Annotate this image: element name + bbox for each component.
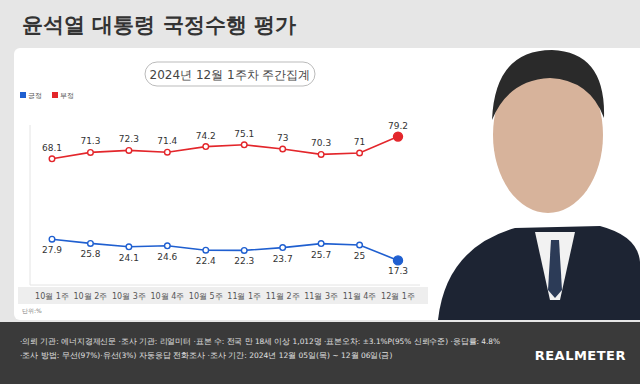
point <box>357 150 363 156</box>
series-line <box>52 239 398 260</box>
footer-note: ·의뢰 기관: 에너지경제신문 ·조사 기관: 리얼미터 ·표본 수: 전국 만… <box>20 337 500 346</box>
point <box>203 144 209 150</box>
x-tick-label: 11월 1주 <box>227 292 261 301</box>
data-label: 17.3 <box>388 266 408 276</box>
plot <box>49 132 402 265</box>
point <box>318 241 324 247</box>
x-tick-label: 10월 1주 <box>35 292 69 301</box>
data-label: 70.3 <box>311 138 331 148</box>
point <box>165 149 171 155</box>
data-labels: 27.9 25.8 24.1 24.6 22.4 22.3 23.7 25.7 25 17.3 68… <box>42 121 408 277</box>
x-tick-label: 11월 4주 <box>343 292 377 301</box>
point <box>88 150 94 156</box>
data-label: 23.7 <box>273 254 293 264</box>
point <box>280 146 286 152</box>
subtitle: 2024년 12월 1주차 주간집계 <box>150 68 311 82</box>
x-axis-line <box>30 285 420 286</box>
x-tick-label: 11월 2주 <box>266 292 300 301</box>
legend: 긍정 부정 <box>20 92 74 100</box>
data-label: 24.6 <box>157 252 177 262</box>
x-tick-label: 10월 5주 <box>189 292 223 301</box>
footer-note: ·조사 방법: 무선(97%)·유선(3%) 자동응답 전화조사 ·조사 기간:… <box>20 351 392 360</box>
brand: REALMETER <box>535 348 626 363</box>
subtitle-box <box>145 62 315 86</box>
data-label: 71.3 <box>80 136 100 146</box>
title: 윤석열 대통령 국정수행 평가 <box>22 13 296 37</box>
series-line <box>52 137 398 159</box>
point <box>49 156 55 162</box>
data-label: 22.4 <box>196 256 216 266</box>
data-label: 79.2 <box>388 121 408 131</box>
data-label: 72.3 <box>119 134 139 144</box>
legend-label: 부정 <box>60 92 74 100</box>
point <box>126 148 132 154</box>
y-axis-line <box>30 125 31 285</box>
data-label: 25.7 <box>311 250 331 260</box>
data-label: 24.1 <box>119 253 139 263</box>
legend-label: 긍정 <box>28 92 42 100</box>
data-label: 71 <box>354 137 365 147</box>
x-tick-label: 10월 2주 <box>74 292 108 301</box>
data-label: 27.9 <box>42 245 62 255</box>
point <box>165 243 171 249</box>
point <box>280 245 286 251</box>
portrait <box>438 50 640 320</box>
panel <box>14 48 640 320</box>
data-label: 68.1 <box>42 143 62 153</box>
data-label: 74.2 <box>196 131 216 141</box>
data-label: 22.3 <box>234 256 254 266</box>
portrait-hair <box>492 50 604 120</box>
x-axis-band <box>18 287 428 304</box>
data-label: 75.1 <box>234 129 254 139</box>
point <box>241 142 247 148</box>
x-tick-label: 10월 3주 <box>112 292 146 301</box>
point <box>357 242 363 248</box>
portrait-tie <box>548 240 562 298</box>
point <box>318 152 324 158</box>
legend-swatch <box>52 92 58 98</box>
data-label: 73 <box>277 133 288 143</box>
point <box>88 241 94 247</box>
x-tick-label: 12월 1주 <box>381 292 415 301</box>
data-label: 25 <box>354 251 365 261</box>
x-tick-label: 10월 4주 <box>150 292 184 301</box>
portrait-shirt <box>535 232 575 300</box>
portrait-suit <box>438 226 640 320</box>
point <box>126 244 132 250</box>
point <box>394 132 403 141</box>
x-tick-label: 11월 3주 <box>304 292 338 301</box>
footer-bar <box>0 322 640 384</box>
legend-swatch <box>20 92 26 98</box>
point <box>394 256 403 265</box>
point <box>203 247 209 253</box>
page: {"chart_data": {"type": "line", "title":… <box>0 0 640 384</box>
data-label: 71.4 <box>157 136 177 146</box>
annotation: 단위:% <box>22 307 42 314</box>
chart: 윤석열 대통령 국정수행 평가 2024년 12월 1주차 주간집계긍정 부정 10월… <box>0 0 640 384</box>
point <box>241 248 247 254</box>
data-label: 25.8 <box>80 249 100 259</box>
point <box>49 236 55 242</box>
